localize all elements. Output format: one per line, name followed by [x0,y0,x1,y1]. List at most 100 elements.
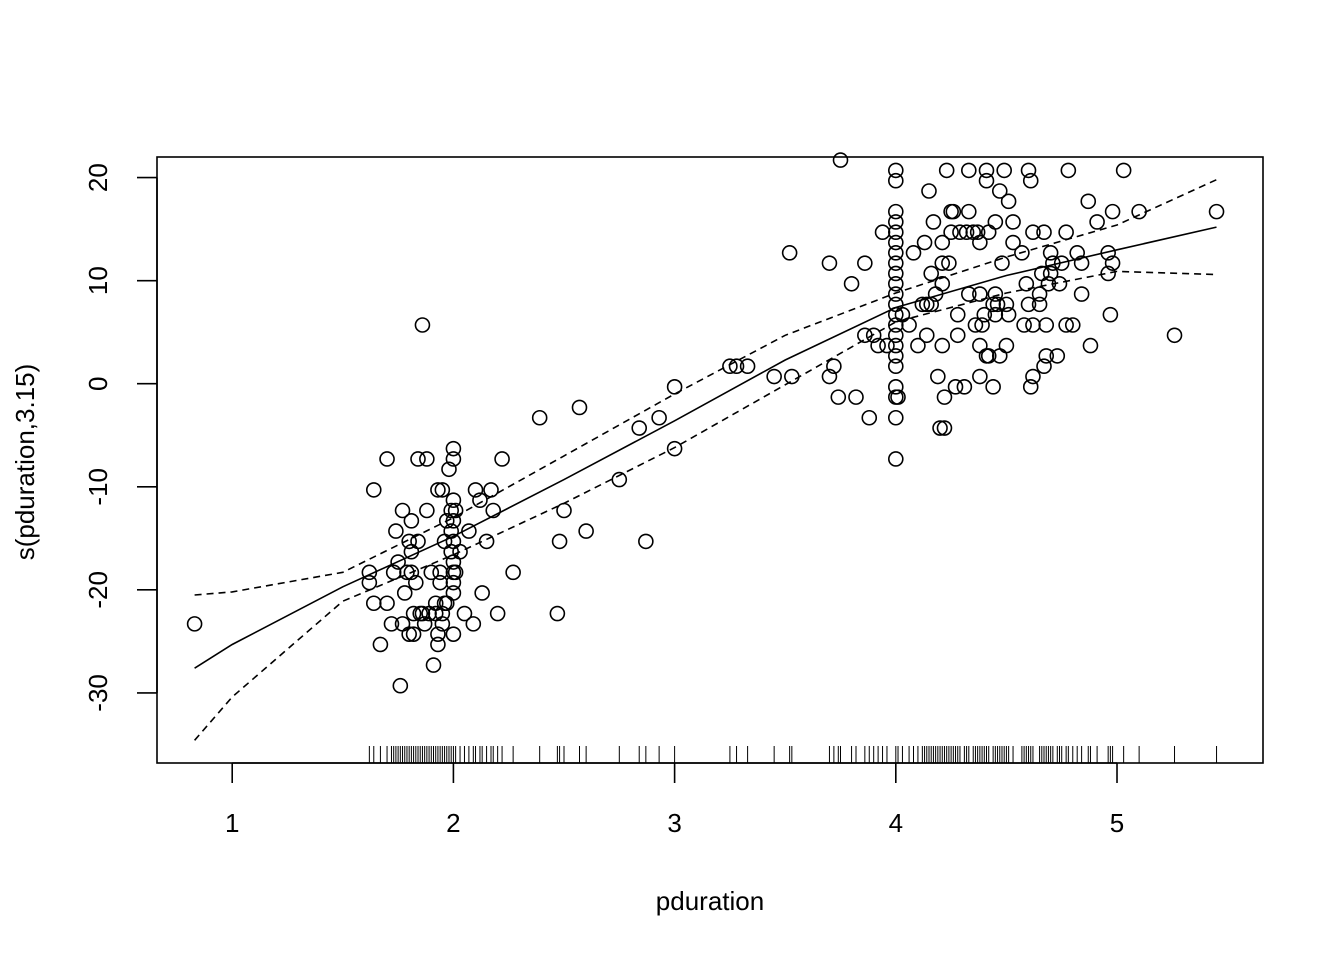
data-point [445,513,462,529]
data-point [483,482,499,498]
data-point [1031,286,1048,302]
data-point [930,368,946,385]
data-point [405,626,422,642]
data-point [1000,306,1017,323]
y-tick-label: 0 [83,377,113,391]
data-point [478,533,495,550]
data-point [445,492,462,508]
data-point [1115,162,1132,179]
data-point [408,574,424,591]
data-point [1104,255,1121,271]
data-point [403,564,420,581]
data-point [914,296,931,313]
data-point [890,389,906,405]
data-point [666,379,683,395]
data-point [401,533,417,550]
data-point [414,317,431,333]
plot-frame [156,156,1264,764]
x-tick-label: 3 [667,808,681,838]
smooth-fit-line [194,226,1217,669]
y-tick-label: 10 [83,266,113,295]
data-point [1022,172,1039,189]
upper-confidence-band [194,178,1217,596]
data-point [934,275,951,292]
data-point [857,255,873,271]
data-point [666,440,683,457]
data-point [861,409,878,426]
data-point [967,317,984,333]
data-point [918,327,935,344]
data-point [419,451,435,467]
data-point [972,286,988,302]
data-point [888,306,904,323]
data-point [923,265,940,282]
data-point [1073,286,1090,302]
data-point [1102,306,1119,323]
x-tick-label: 4 [889,808,903,838]
data-point [989,296,1006,313]
data-point [423,564,440,581]
data-point [441,461,457,478]
x-axis-title: pduration [656,886,764,916]
data-point [987,286,1004,302]
data-point [1060,162,1077,179]
data-point [465,616,482,632]
y-tick-label: -10 [83,468,113,506]
data-point [934,255,951,271]
data-point [956,379,973,395]
data-point [987,214,1004,230]
data-point [445,451,462,467]
data-point [651,409,667,426]
data-point [888,337,904,354]
data-point [941,255,957,271]
data-point [934,337,951,354]
data-point [474,585,490,601]
data-point [976,306,993,323]
data-point [739,358,756,375]
data-point [888,255,904,271]
data-point [365,595,382,612]
data-point [1031,296,1048,313]
data-point [1058,317,1074,333]
data-point [945,203,962,220]
data-point [1073,255,1090,271]
data-point [445,574,462,591]
data-point [365,482,382,498]
data-point [372,636,389,653]
data-point [443,543,459,560]
data-point [980,224,997,241]
data-point [1005,234,1021,251]
data-point [578,523,594,539]
data-point [1040,275,1057,292]
data-point [394,616,411,632]
data-point [430,636,446,653]
data-point [865,327,882,344]
data-point [472,492,488,508]
lower-confidence-band [193,270,1217,741]
data-point [925,214,942,230]
data-point [938,162,955,179]
data-point [551,533,568,550]
data-point [1131,203,1147,220]
data-point [978,172,995,189]
data-point [383,616,400,632]
data-point [1100,265,1116,282]
data-point [443,523,459,539]
data-point [1022,379,1039,395]
data-point [826,358,842,375]
data-point [910,337,926,354]
data-point [1036,358,1052,375]
data-point [1104,203,1121,220]
data-point [905,245,922,261]
data-point [974,317,990,333]
x-tick-label: 2 [446,808,460,838]
data-point [556,502,572,519]
data-point [972,234,988,251]
y-tick-label: -20 [83,571,113,609]
x-axis: 1 2 3 4 5 [225,762,1124,838]
data-point [416,616,433,632]
data-point [1042,245,1059,261]
data-point [419,502,435,519]
data-point [1038,348,1055,364]
data-point [549,605,566,622]
